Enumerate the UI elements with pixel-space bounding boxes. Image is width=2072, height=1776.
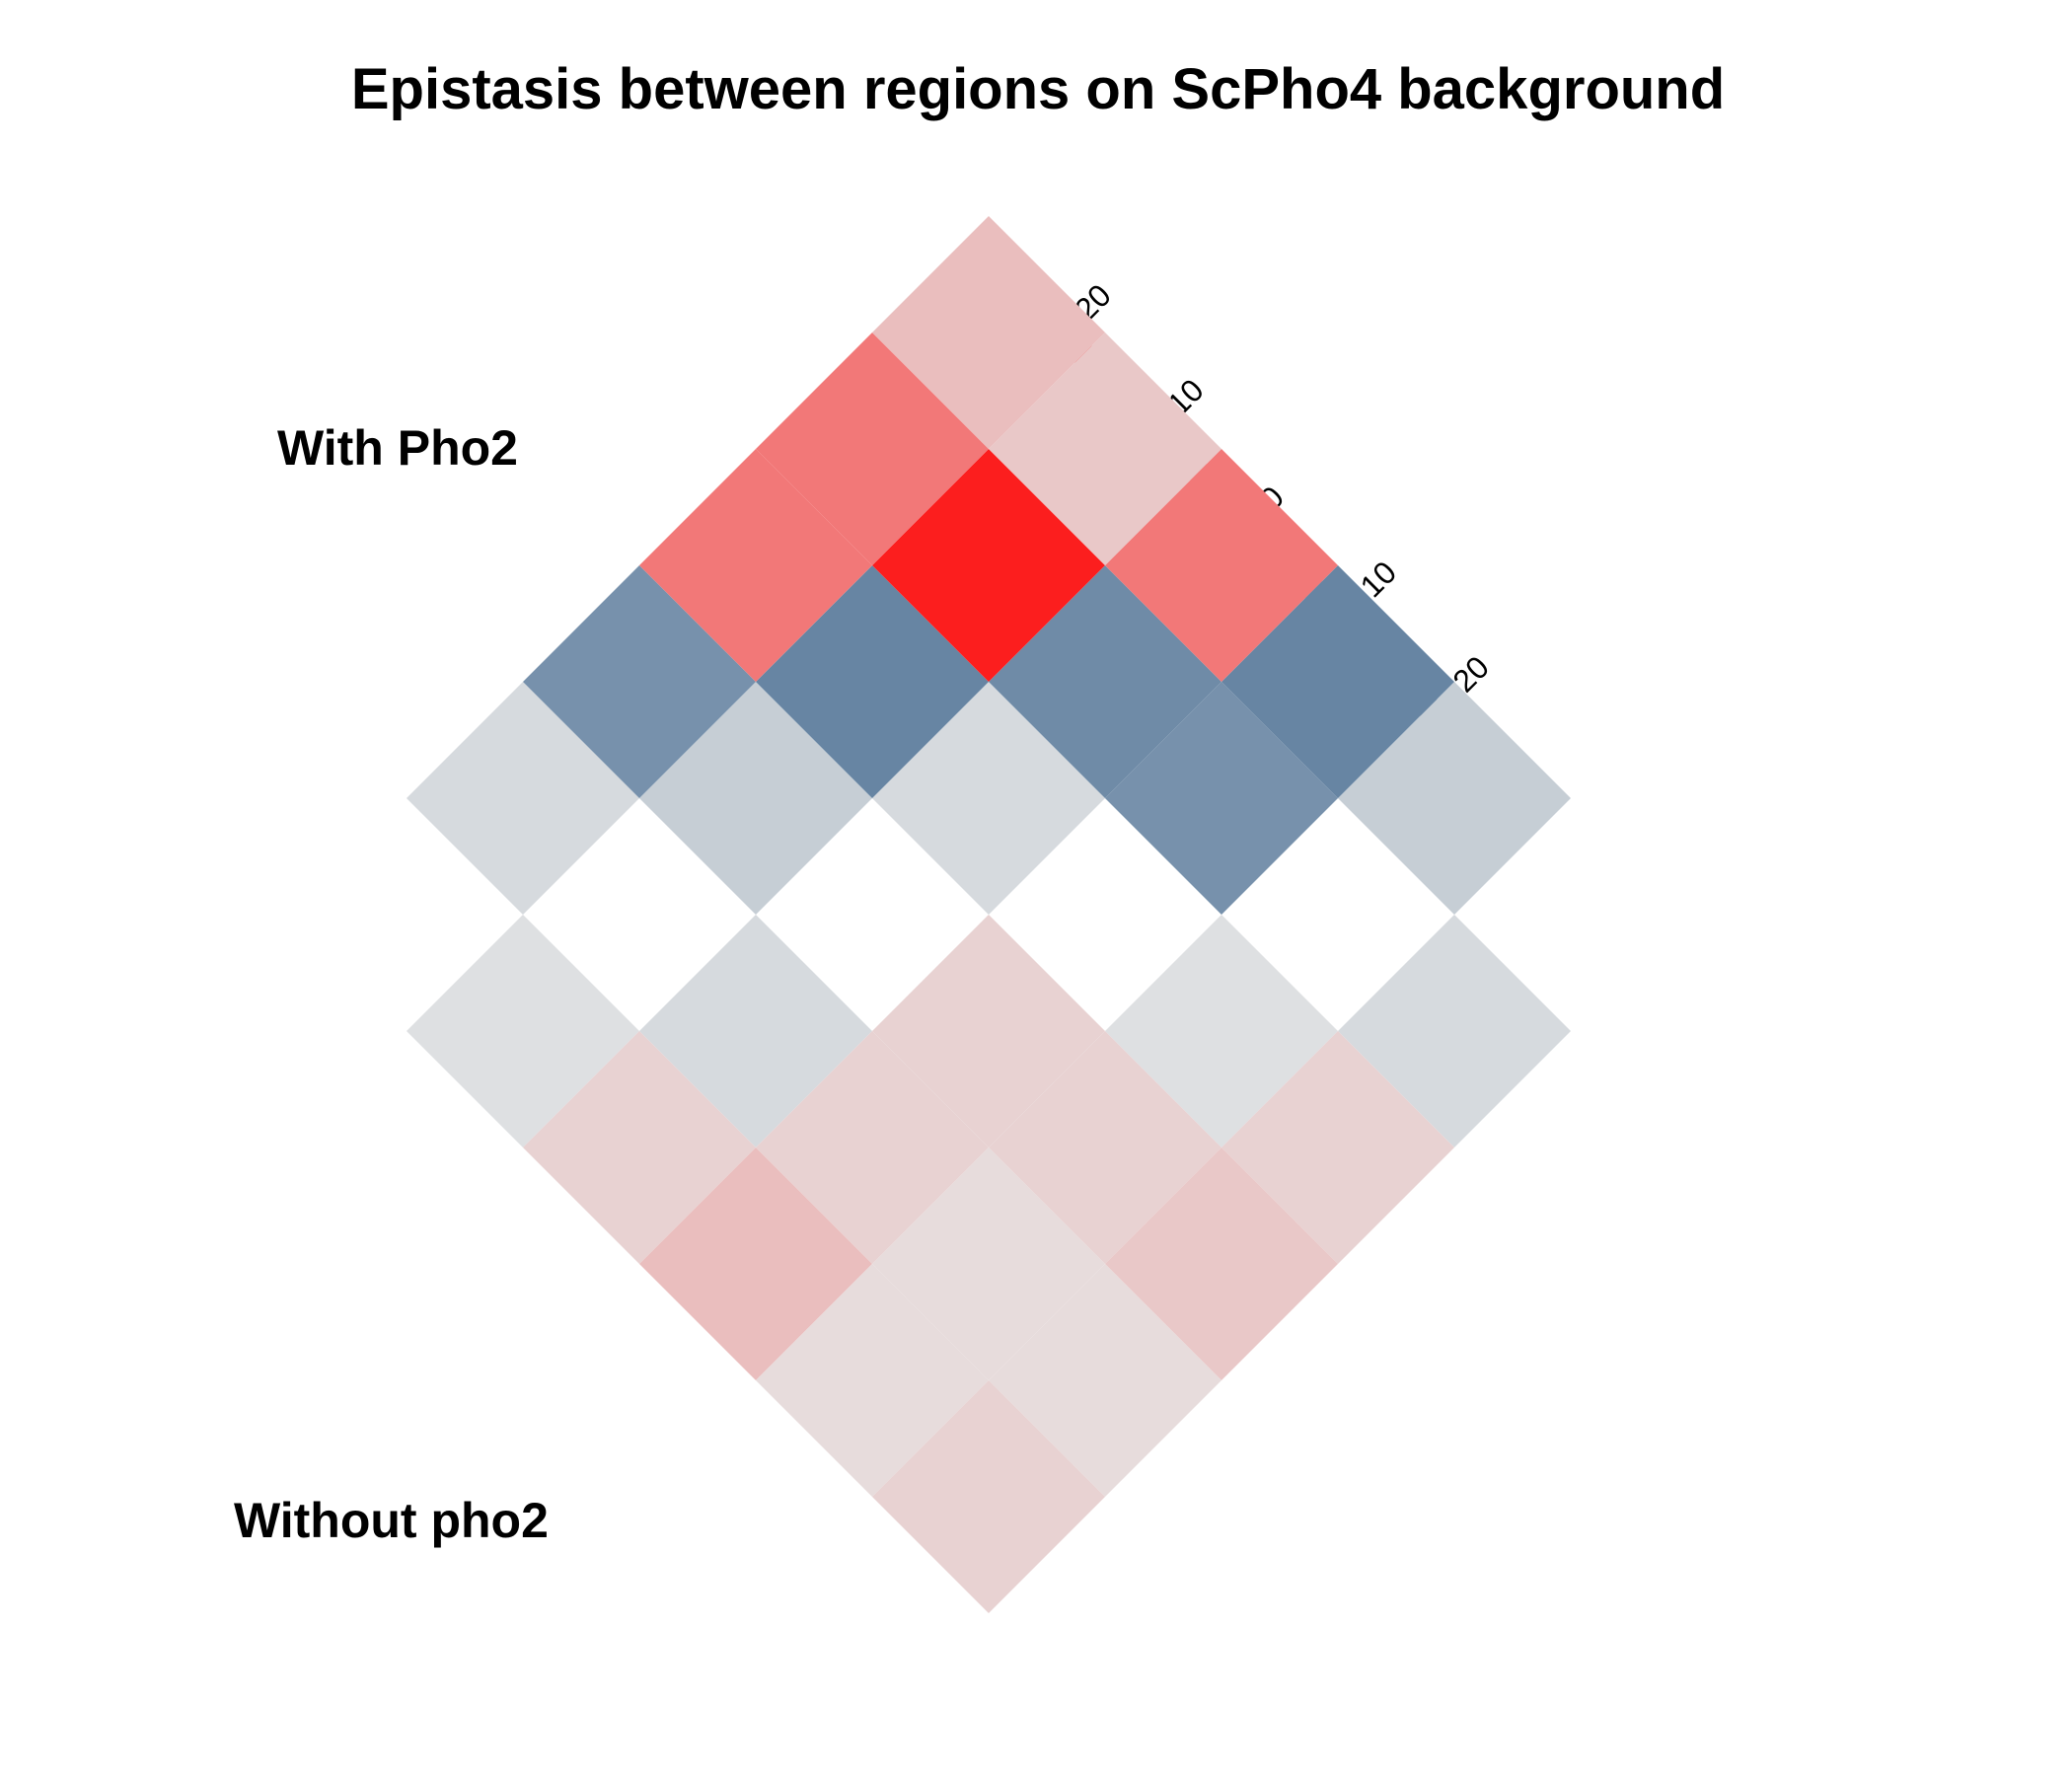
panel-label: Without pho2 [234,1493,549,1548]
heatmap-cell [872,216,1105,449]
heatmap-cell [872,1380,1105,1613]
panel-labels: With Pho2 Without pho2 [234,420,549,1548]
panel-label: With Pho2 [277,420,518,476]
heatmap-cells [407,216,1571,1613]
chart-title: Epistasis between regions on ScPho4 back… [351,57,1725,121]
